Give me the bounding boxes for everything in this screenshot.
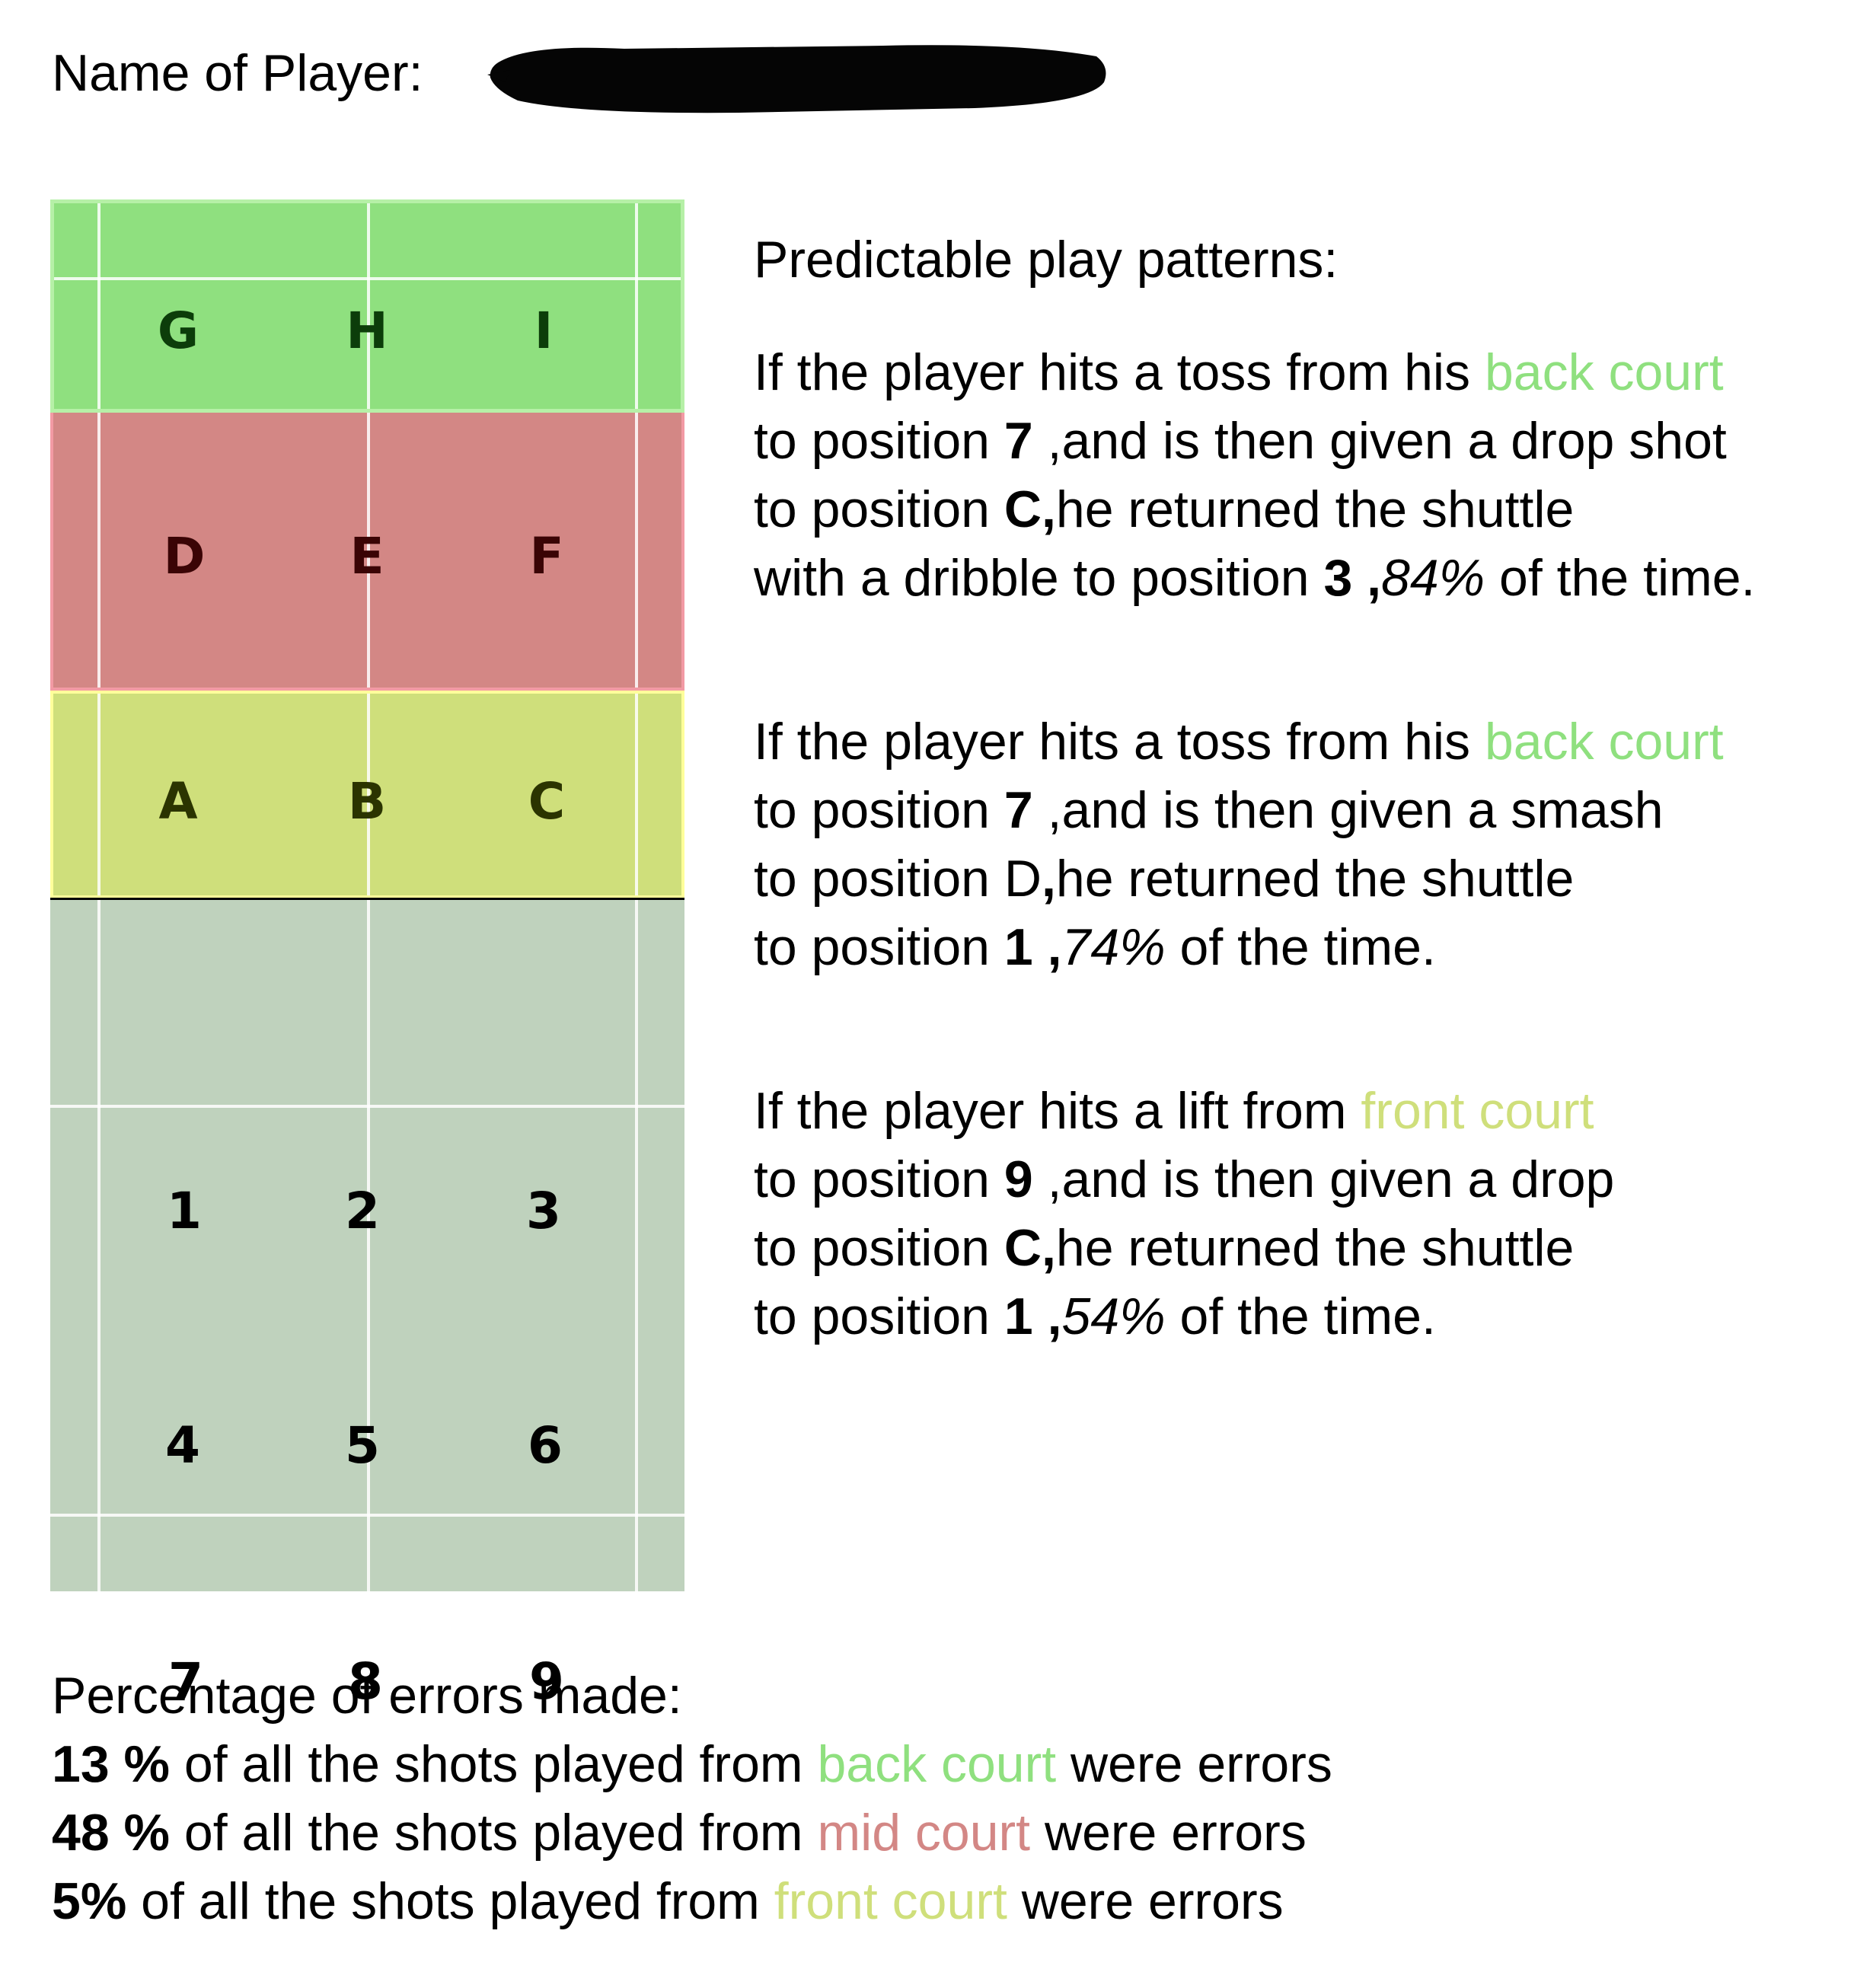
position-label-9: 9 (529, 1652, 564, 1711)
errors-section: Percentage of errors made: 13 % of all t… (52, 1661, 1332, 1935)
position-label-4: 4 (165, 1416, 200, 1475)
court-service-line-near (50, 1105, 684, 1108)
pattern-text: to position (754, 1288, 1004, 1345)
zone-highlight: back court (1484, 713, 1724, 771)
position-letter: C, (1004, 1219, 1056, 1277)
zone-label-c: C (528, 772, 566, 831)
error-text: were errors (1007, 1872, 1284, 1930)
position-label-6: 6 (528, 1416, 563, 1475)
position-number: 3 , (1323, 549, 1382, 607)
pattern-text: If the player hits a toss from his (754, 343, 1485, 401)
pattern-text: of the time. (1165, 1288, 1436, 1345)
zone-highlight: back court (817, 1735, 1057, 1793)
zone-label-i: I (534, 302, 554, 360)
net-line (50, 898, 684, 900)
play-patterns-heading: Predictable play patterns: (754, 231, 1339, 289)
mid-court-outline (50, 413, 684, 691)
redacted-name-bar (487, 45, 1106, 113)
pattern-percentage: 84% (1381, 549, 1485, 607)
error-text: of all the shots played from (170, 1804, 818, 1862)
position-number: 1 , (1004, 1288, 1062, 1345)
zone-highlight: back court (1484, 343, 1724, 401)
position-letter: C, (1004, 480, 1056, 538)
position-number: 9 (1004, 1150, 1033, 1208)
pattern-text: to position (754, 480, 1004, 538)
error-text: of all the shots played from (170, 1735, 818, 1793)
zone-label-d: D (163, 527, 206, 586)
error-row-front-court: 5% of all the shots played from front co… (52, 1867, 1332, 1935)
pattern-text: If the player hits a toss from his (754, 713, 1485, 771)
error-percentage: 48 % (52, 1804, 170, 1862)
pattern-text: ,and is then given a drop shot (1032, 412, 1727, 470)
pattern-percentage: 74% (1061, 918, 1166, 976)
error-percentage: 5% (52, 1872, 127, 1930)
player-name-label: Name of Player: (52, 44, 423, 102)
position-label-1: 1 (167, 1182, 202, 1240)
pattern-text: If the player hits a lift from (754, 1082, 1361, 1140)
zone-label-b: B (347, 772, 387, 831)
errors-heading: Percentage of errors made: (52, 1667, 682, 1725)
pattern-text: of the time. (1485, 549, 1756, 607)
pattern-text: to position (754, 1150, 1004, 1208)
play-pattern-2: If the player hits a toss from his back … (754, 707, 1865, 981)
zone-highlight: mid court (817, 1804, 1031, 1862)
position-number: 7 (1004, 781, 1033, 839)
pattern-text: to position (754, 918, 1004, 976)
zone-label-a: A (158, 772, 198, 831)
front-court-outline (50, 691, 684, 898)
error-text: were errors (1030, 1804, 1307, 1862)
zone-highlight: front court (774, 1872, 1007, 1930)
position-label-2: 2 (345, 1182, 380, 1240)
position-label-7: 7 (168, 1652, 203, 1711)
pattern-text: of the time. (1165, 918, 1436, 976)
error-row-back-court: 13 % of all the shots played from back c… (52, 1730, 1332, 1798)
pattern-text: he returned the shuttle (1055, 1219, 1575, 1277)
pattern-text: to position D (754, 850, 1042, 908)
pattern-text: to position (754, 781, 1004, 839)
pattern-text: he returned the shuttle (1055, 850, 1575, 908)
badminton-court-diagram: G H I D E F A B C 1 2 3 4 5 6 7 8 9 (50, 199, 684, 1707)
play-pattern-3: If the player hits a lift from front cou… (754, 1077, 1865, 1351)
position-number: 7 (1004, 412, 1033, 470)
zone-highlight: front court (1361, 1082, 1594, 1140)
zone-label-e: E (349, 527, 384, 586)
pattern-text: ,and is then given a smash (1032, 781, 1664, 839)
pattern-text: ,and is then given a drop (1032, 1150, 1615, 1208)
play-pattern-1: If the player hits a toss from his back … (754, 338, 1865, 612)
position-label-8: 8 (348, 1652, 383, 1711)
pattern-text: he returned the shuttle (1055, 480, 1575, 538)
pattern-text: to position (754, 1219, 1004, 1277)
error-row-mid-court: 48 % of all the shots played from mid co… (52, 1798, 1332, 1867)
zone-label-g: G (157, 302, 199, 360)
position-letter: , (1041, 850, 1056, 908)
zone-label-h: H (346, 302, 388, 360)
zone-label-f: F (529, 527, 564, 586)
court-back-service-line (50, 277, 684, 280)
back-court-outline (50, 199, 684, 413)
position-number: 1 , (1004, 918, 1062, 976)
pattern-percentage: 54% (1061, 1288, 1166, 1345)
error-percentage: 13 % (52, 1735, 170, 1793)
play-patterns-section: Predictable play patterns: If the player… (754, 225, 1865, 1446)
court-back-line-near (50, 1514, 684, 1517)
error-text: of all the shots played from (126, 1872, 774, 1930)
pattern-text: to position (754, 412, 1004, 470)
position-label-5: 5 (345, 1416, 380, 1475)
error-text: were errors (1056, 1735, 1332, 1793)
pattern-text: with a dribble to position (754, 549, 1324, 607)
position-label-3: 3 (526, 1182, 561, 1240)
